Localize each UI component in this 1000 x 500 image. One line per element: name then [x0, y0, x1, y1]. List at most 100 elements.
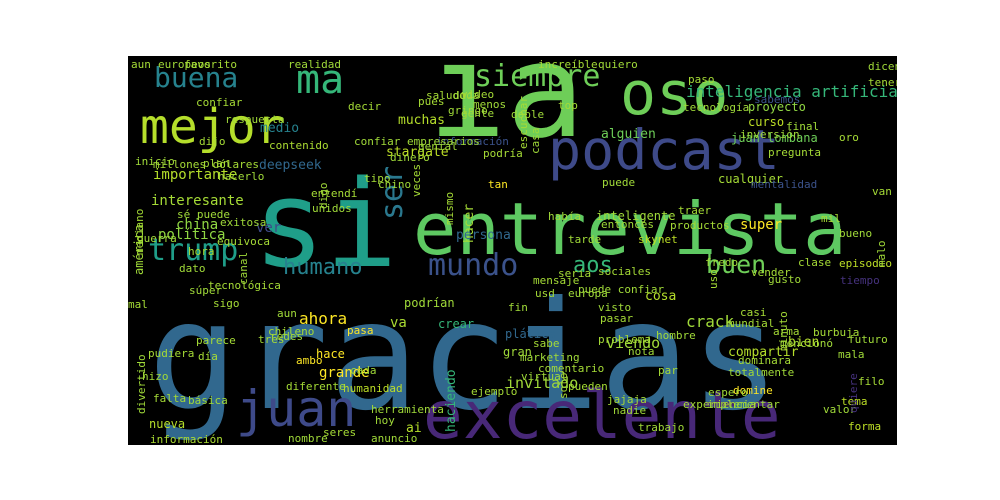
word-gracias: gracias: [148, 270, 781, 444]
word-aun: aun: [277, 307, 297, 320]
word-mejor: mejor: [140, 99, 285, 155]
word-siempre: siempre: [474, 59, 601, 94]
word-puede-confiar: puede confiar: [578, 283, 665, 296]
word-aos: aos: [573, 253, 613, 278]
word-entend: entendí: [311, 187, 358, 200]
word-cualquier: cualquier: [718, 172, 784, 186]
word-inteligente: inteligente: [596, 209, 676, 223]
word-casi: casi: [740, 306, 767, 319]
word-anuncio: anuncio: [371, 432, 418, 445]
word-falta: falta: [153, 392, 187, 405]
word-podr-an: podrían: [404, 296, 455, 310]
word-b-sica: básica: [188, 394, 228, 407]
word-interesante: interesante: [151, 193, 244, 209]
word-ahora: ahora: [299, 309, 348, 328]
word-proyecto: proyecto: [748, 100, 806, 114]
word-hab-a: había: [548, 210, 582, 223]
word-episodio: episodio: [839, 257, 892, 270]
word-tener: tener: [868, 76, 897, 89]
word-valor: valor: [823, 403, 857, 416]
word-guerra: guerra: [137, 232, 177, 245]
word-s-puede: sé puede: [177, 208, 230, 221]
word-inicio: inicio: [135, 155, 175, 168]
word-grande: grande: [319, 365, 370, 381]
word-confiar-empresarios: confiar empresarios: [354, 135, 480, 148]
word-problema: problema: [598, 333, 651, 346]
word-ma: ma: [296, 57, 345, 103]
word-trump: trump: [148, 233, 239, 268]
word-humanidad: humanidad: [343, 382, 403, 395]
word-haciendo: haciendo: [444, 369, 459, 432]
word-gente: gente: [461, 107, 495, 120]
word-productos: productos: [670, 219, 730, 232]
word-mala: mala: [838, 348, 865, 361]
word-nombre: nombre: [288, 432, 328, 445]
word-ambo: ambo: [296, 354, 323, 367]
word-hace: hace: [316, 347, 345, 361]
word-aun: aun: [131, 58, 151, 71]
word-va: va: [390, 315, 407, 331]
word-filo: filo: [858, 375, 885, 388]
word-dato: dato: [179, 262, 206, 275]
word-podr-a: podría: [483, 147, 523, 160]
word-realidad: realidad: [288, 58, 341, 71]
word-fin: fin: [508, 301, 528, 314]
word-sigo: sigo: [213, 297, 240, 310]
word-traer: traer: [678, 204, 712, 217]
word-menos: menos: [473, 98, 507, 111]
word-espero: espero: [708, 386, 748, 399]
word-contenido: contenido: [269, 139, 329, 152]
word-cosa: cosa: [645, 289, 677, 304]
word-cloud: gracias si ia entrevista excelente podcast mej…: [128, 56, 897, 445]
word-tiempo: tiempo: [840, 274, 880, 287]
word-veces: veces: [410, 163, 423, 197]
word-top: top: [558, 99, 578, 112]
word-informaci-n: información: [436, 135, 509, 148]
word-tema: tema: [841, 395, 868, 408]
word-buena: buena: [154, 61, 239, 94]
word-europa: europa: [568, 287, 608, 300]
word-tarde: tarde: [568, 233, 602, 246]
word-plan: plan: [203, 157, 230, 170]
word-incre-ble: increíble: [538, 58, 598, 71]
word-medio: medio: [260, 121, 300, 136]
word-nota: nota: [628, 345, 655, 358]
word-nueva: nueva: [149, 417, 186, 431]
word-vender: vender: [751, 266, 791, 279]
word-decir: decir: [348, 100, 382, 113]
word-pasar: pasar: [600, 312, 634, 325]
word-herramienta: herramienta: [371, 403, 444, 416]
word-dicen: dicen: [868, 60, 897, 73]
word-muchas: muchas: [398, 113, 445, 128]
word-video: video: [461, 88, 495, 101]
word-oso: oso: [620, 59, 729, 129]
word-mal: mal: [128, 298, 148, 311]
word-entrevista: entrevista: [413, 187, 847, 271]
word-importante: importante: [153, 167, 238, 183]
word-hombre: hombre: [656, 329, 696, 342]
word-hacerlo: hacerlo: [218, 170, 265, 183]
word-hoy: hoy: [375, 414, 395, 427]
word-compartir: compartir: [728, 345, 799, 360]
word-bien: bien: [788, 335, 820, 350]
word-casa: casa: [529, 127, 542, 155]
word-stargate: stargate: [386, 145, 449, 160]
word-saludo: saludo: [426, 89, 466, 102]
word-hizo: hizo: [142, 370, 169, 383]
word-mismo: mismo: [443, 191, 456, 225]
word-humano: humano: [283, 255, 363, 280]
word-mundial: mundial: [728, 317, 775, 330]
word-gran: gran: [503, 345, 532, 359]
word-super: super: [740, 217, 783, 233]
word-experiencia: experiencia: [683, 398, 756, 411]
word-usd: usd: [535, 287, 555, 300]
word-favorito: favorito: [184, 58, 237, 71]
word-bueno: bueno: [839, 227, 873, 240]
word-puede: puede: [602, 176, 636, 189]
word-china: china: [176, 217, 219, 233]
word-respuesta: respuesta: [225, 113, 285, 126]
word-genial: genial: [418, 140, 458, 153]
word-sabemos: sabemos: [754, 93, 801, 106]
word-pudiera: pudiera: [148, 347, 195, 360]
word-tres: tres: [258, 333, 285, 346]
